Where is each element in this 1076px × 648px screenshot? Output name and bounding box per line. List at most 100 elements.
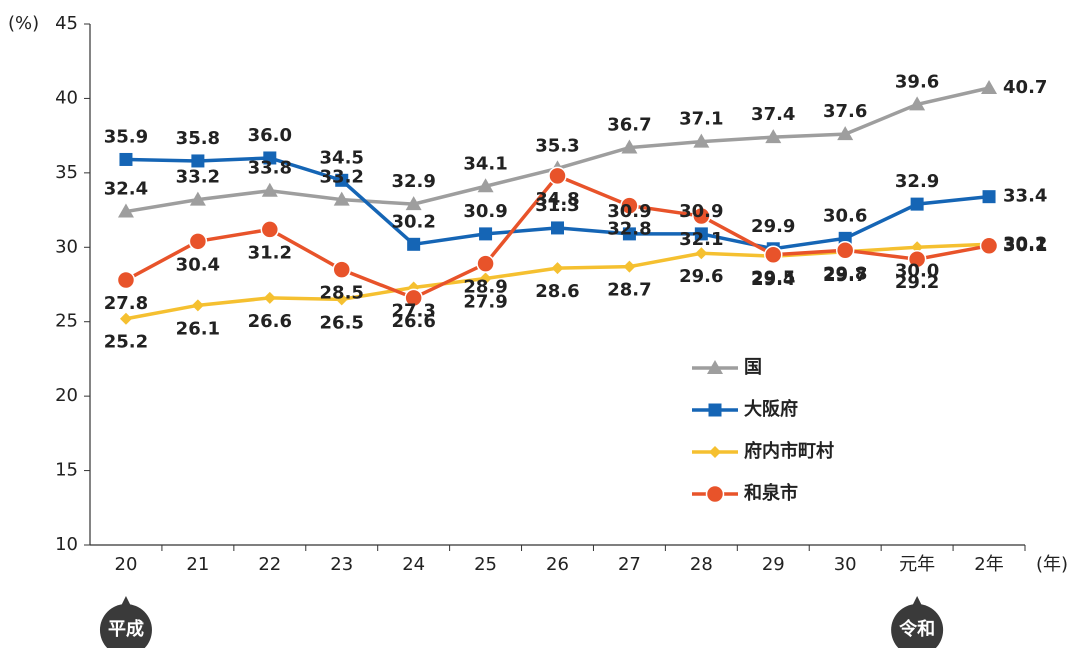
value-label: 32.1 bbox=[679, 229, 723, 250]
value-label: 29.7 bbox=[823, 265, 867, 286]
marker bbox=[188, 232, 208, 251]
marker bbox=[119, 312, 132, 325]
marker bbox=[910, 197, 924, 211]
value-label: 31.2 bbox=[248, 242, 292, 263]
marker bbox=[551, 262, 564, 275]
x-tick-label: 20 bbox=[115, 554, 138, 575]
marker bbox=[982, 190, 996, 204]
value-label: 26.5 bbox=[320, 312, 364, 333]
value-label: 36.7 bbox=[607, 115, 651, 136]
value-label: 32.9 bbox=[391, 171, 435, 192]
x-tick-label: 26 bbox=[546, 554, 569, 575]
marker bbox=[764, 245, 783, 264]
marker bbox=[476, 254, 495, 273]
value-label: 31.3 bbox=[535, 195, 579, 216]
marker bbox=[909, 96, 926, 111]
marker bbox=[191, 154, 205, 168]
annotation-badge bbox=[891, 604, 944, 648]
value-label: 33.2 bbox=[176, 167, 220, 188]
x-tick-label: 元年 bbox=[899, 554, 935, 575]
value-label: 28.9 bbox=[463, 277, 507, 298]
marker bbox=[705, 484, 725, 504]
y-tick-label: 35 bbox=[55, 162, 78, 183]
value-label: 33.8 bbox=[248, 158, 292, 179]
value-label: 26.6 bbox=[391, 311, 435, 332]
x-tick-label: 22 bbox=[258, 554, 281, 575]
marker bbox=[981, 80, 998, 95]
x-tick-label: 30 bbox=[834, 554, 857, 575]
marker bbox=[708, 403, 722, 417]
value-label: 30.0 bbox=[895, 260, 939, 281]
marker bbox=[263, 291, 276, 304]
marker bbox=[332, 260, 351, 279]
marker bbox=[117, 203, 134, 218]
value-label: 29.8 bbox=[823, 263, 867, 284]
x-tick-label: 2年 bbox=[974, 554, 1003, 575]
value-label: 27.8 bbox=[104, 293, 148, 314]
marker bbox=[407, 237, 421, 251]
value-label: 37.6 bbox=[823, 101, 867, 122]
marker bbox=[907, 249, 927, 269]
marker bbox=[333, 191, 350, 206]
value-label: 30.9 bbox=[463, 201, 507, 222]
y-tick-label: 25 bbox=[55, 311, 78, 332]
y-axis-label: (%) bbox=[8, 13, 39, 34]
marker bbox=[621, 139, 638, 154]
marker bbox=[335, 293, 348, 306]
marker bbox=[707, 360, 723, 374]
marker bbox=[765, 129, 782, 144]
annotation: 令和 bbox=[898, 618, 935, 640]
value-label: 37.4 bbox=[751, 104, 795, 125]
x-tick-label: 23 bbox=[330, 554, 353, 575]
value-label: 28.6 bbox=[535, 281, 579, 302]
marker bbox=[263, 151, 277, 165]
marker bbox=[260, 220, 280, 239]
marker bbox=[119, 152, 133, 166]
value-label: 40.7 bbox=[1003, 77, 1047, 98]
value-label: 30.9 bbox=[679, 201, 723, 222]
value-label: 29.4 bbox=[751, 269, 795, 290]
value-label: 30.1 bbox=[1003, 235, 1047, 256]
value-label: 33.4 bbox=[1003, 186, 1047, 207]
legend-label: 大阪府 bbox=[744, 398, 798, 420]
value-label: 29.6 bbox=[679, 266, 723, 287]
value-label: 29.9 bbox=[751, 216, 795, 237]
value-label: 39.6 bbox=[895, 71, 939, 92]
marker bbox=[694, 227, 708, 241]
marker bbox=[620, 196, 639, 215]
marker bbox=[548, 166, 567, 186]
value-label: 33.2 bbox=[320, 167, 364, 188]
legend-label: 国 bbox=[744, 357, 762, 378]
value-label: 34.5 bbox=[320, 147, 364, 168]
value-label: 35.9 bbox=[104, 126, 148, 147]
value-label: 30.2 bbox=[391, 211, 435, 232]
x-tick-label: 29 bbox=[762, 554, 785, 575]
y-tick-label: 15 bbox=[55, 460, 78, 481]
value-label: 37.1 bbox=[679, 109, 723, 130]
marker bbox=[837, 126, 854, 141]
value-label: 28.7 bbox=[607, 280, 651, 301]
x-axis-label: (年) bbox=[1036, 554, 1068, 575]
value-label: 32.4 bbox=[104, 179, 148, 200]
marker bbox=[479, 227, 493, 241]
x-tick-label: 24 bbox=[402, 554, 425, 575]
value-label: 27.3 bbox=[391, 300, 435, 321]
value-label: 29.2 bbox=[895, 272, 939, 293]
legend-label: 和泉市 bbox=[744, 482, 798, 504]
value-label: 36.0 bbox=[248, 125, 292, 146]
marker bbox=[189, 191, 206, 206]
marker bbox=[116, 270, 136, 290]
value-label: 25.2 bbox=[104, 332, 148, 353]
value-label: 29.5 bbox=[751, 268, 795, 289]
value-label: 28.5 bbox=[320, 283, 364, 304]
x-tick-label: 27 bbox=[618, 554, 641, 575]
series bbox=[116, 166, 999, 308]
value-label: 34.8 bbox=[535, 189, 579, 210]
marker bbox=[835, 241, 855, 260]
value-label: 30.2 bbox=[1003, 233, 1047, 254]
x-tick-label: 25 bbox=[474, 554, 497, 575]
marker bbox=[695, 247, 708, 260]
annotation: 平成 bbox=[108, 618, 144, 640]
y-tick-label: 40 bbox=[55, 87, 78, 108]
